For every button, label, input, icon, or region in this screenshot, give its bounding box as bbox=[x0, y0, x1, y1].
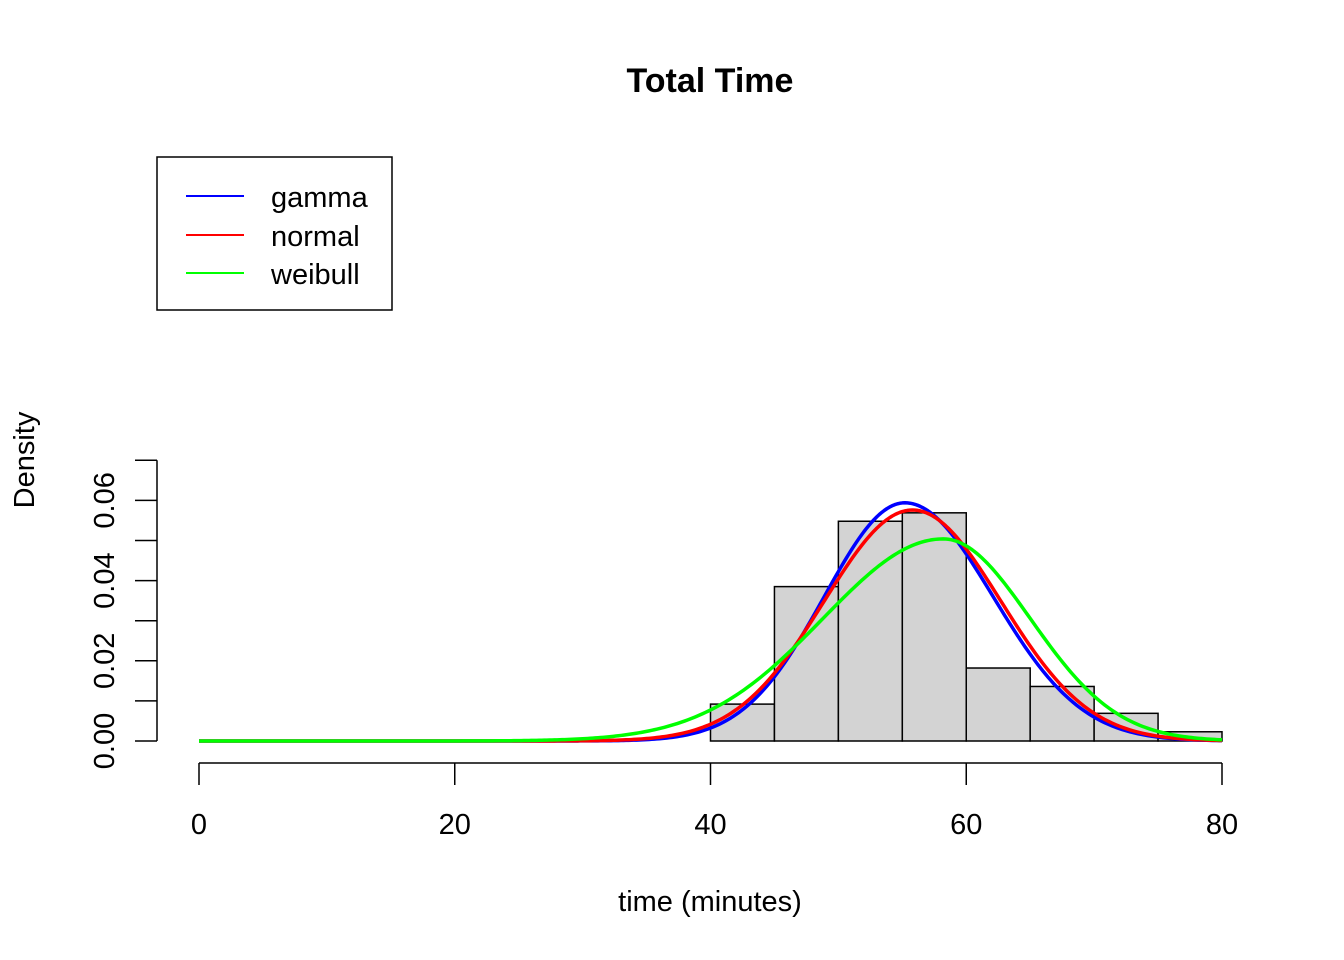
chart-title: Total Time bbox=[627, 62, 794, 100]
x-tick-label-0: 0 bbox=[191, 809, 207, 841]
x-axis-label: time (minutes) bbox=[618, 886, 802, 918]
histogram-bar-60-65 bbox=[965, 667, 1031, 742]
legend-label-normal: normal bbox=[271, 221, 360, 253]
y-tick-label-0.00: 0.00 bbox=[89, 713, 121, 769]
legend-label-gamma: gamma bbox=[271, 182, 369, 214]
x-tick-label-60: 60 bbox=[950, 809, 982, 841]
y-tick-label-0.02: 0.02 bbox=[89, 633, 121, 689]
density-curves bbox=[199, 501, 1223, 743]
x-tick-label-80: 80 bbox=[1206, 809, 1238, 841]
y-tick-label-0.06: 0.06 bbox=[89, 472, 121, 528]
histogram-bar-65-70 bbox=[1029, 685, 1095, 742]
curve-weibull bbox=[199, 537, 1223, 743]
histogram-bar-55-60 bbox=[901, 512, 967, 742]
x-tick-label-40: 40 bbox=[694, 809, 726, 841]
x-axis: 0 20 40 60 80 bbox=[191, 762, 1238, 841]
y-axis-label: Density bbox=[9, 411, 41, 508]
legend-label-weibull: weibull bbox=[270, 259, 360, 291]
y-axis: 0.00 0.02 0.04 0.06 bbox=[89, 459, 158, 769]
x-tick-label-20: 20 bbox=[439, 809, 471, 841]
y-tick-label-0.04: 0.04 bbox=[89, 552, 121, 608]
legend: gamma normal weibull bbox=[156, 156, 393, 311]
legend-box bbox=[156, 156, 393, 311]
